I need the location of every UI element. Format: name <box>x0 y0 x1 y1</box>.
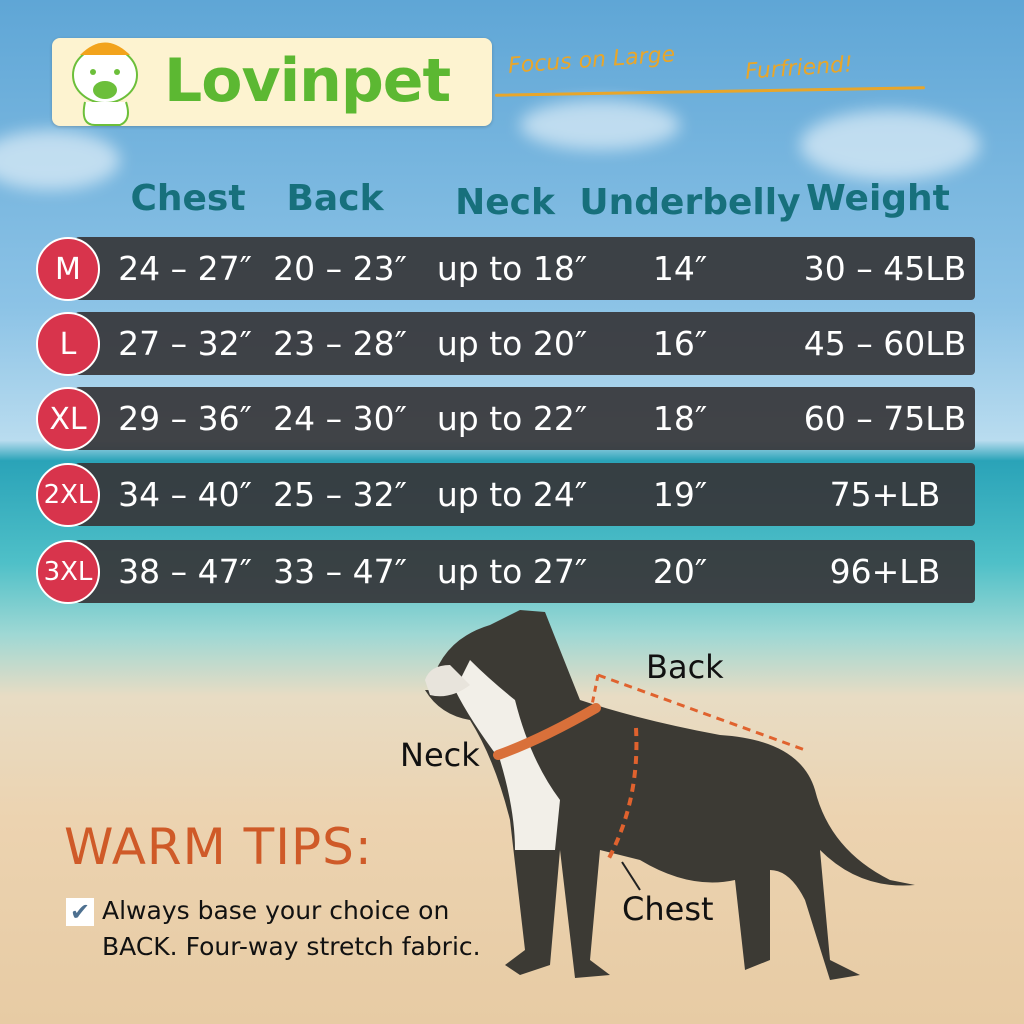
brand-name: Lovinpet <box>164 46 451 116</box>
cell-underbelly: 19″ <box>652 475 708 514</box>
tips-text: Always base your choice on BACK. Four-wa… <box>102 893 481 965</box>
cell-back: 25 – 32″ <box>273 475 407 514</box>
size-row: XL 29 – 36″ 24 – 30″ up to 22″ 18″ 60 – 75LB <box>36 387 975 451</box>
size-row: 2XL 34 – 40″ 25 – 32″ up to 24″ 19″ 75+LB <box>36 463 975 527</box>
cloud <box>800 110 980 180</box>
cell-weight: 30 – 45LB <box>803 249 967 288</box>
back-measure-line <box>590 674 600 706</box>
chest-label: Chest <box>622 890 714 928</box>
size-badge: M <box>36 237 100 301</box>
cell-neck: up to 18″ <box>436 249 588 288</box>
tip-line: Always base your choice on <box>102 896 450 925</box>
cell-weight: 96+LB <box>829 552 941 591</box>
cell-chest: 38 – 47″ <box>118 552 252 591</box>
cell-underbelly: 14″ <box>652 249 708 288</box>
size-row: M 24 – 27″ 20 – 23″ up to 18″ 14″ 30 – 45LB <box>36 237 975 301</box>
size-badge: 2XL <box>36 463 100 527</box>
cell-weight: 45 – 60LB <box>803 324 967 363</box>
cell-underbelly: 16″ <box>652 324 708 363</box>
chest-pointer <box>621 861 641 891</box>
size-badge: 3XL <box>36 540 100 604</box>
cloud <box>0 130 120 190</box>
cell-chest: 24 – 27″ <box>118 249 252 288</box>
cell-neck: up to 20″ <box>436 324 588 363</box>
brand-logo: Lovinpet <box>52 38 492 126</box>
cell-back: 23 – 28″ <box>273 324 407 363</box>
tip-emphasis: BACK. <box>102 932 178 961</box>
header-neck: Neck <box>455 182 555 223</box>
cell-chest: 27 – 32″ <box>118 324 252 363</box>
header-chest: Chest <box>130 178 246 219</box>
size-row: 3XL 38 – 47″ 33 – 47″ up to 27″ 20″ 96+LB <box>36 540 975 604</box>
dog-mascot-icon <box>72 42 138 126</box>
back-label: Back <box>646 648 724 686</box>
header-weight: Weight <box>806 178 950 219</box>
cell-neck: up to 22″ <box>436 399 588 438</box>
cell-weight: 75+LB <box>829 475 941 514</box>
header-back: Back <box>286 178 384 219</box>
cell-chest: 29 – 36″ <box>118 399 252 438</box>
back-measure-line <box>597 673 806 752</box>
header-underbelly: Underbelly <box>579 182 801 223</box>
cell-neck: up to 27″ <box>436 552 588 591</box>
cell-chest: 34 – 40″ <box>118 475 252 514</box>
size-badge: XL <box>36 387 100 451</box>
cell-underbelly: 18″ <box>652 399 708 438</box>
cloud <box>520 100 680 150</box>
cell-weight: 60 – 75LB <box>803 399 967 438</box>
neck-label: Neck <box>400 736 480 774</box>
cell-back: 24 – 30″ <box>273 399 407 438</box>
collar <box>493 703 601 760</box>
checkmark-icon: ✔ <box>66 898 94 926</box>
tip-line: Four-way stretch fabric. <box>185 932 481 961</box>
cell-back: 33 – 47″ <box>273 552 407 591</box>
cell-neck: up to 24″ <box>436 475 588 514</box>
size-row: L 27 – 32″ 23 – 28″ up to 20″ 16″ 45 – 60LB <box>36 312 975 376</box>
cell-back: 20 – 23″ <box>273 249 407 288</box>
chest-measure-line <box>606 727 639 861</box>
cell-underbelly: 20″ <box>652 552 708 591</box>
tips-title: WARM TIPS: <box>64 818 373 876</box>
size-badge: L <box>36 312 100 376</box>
